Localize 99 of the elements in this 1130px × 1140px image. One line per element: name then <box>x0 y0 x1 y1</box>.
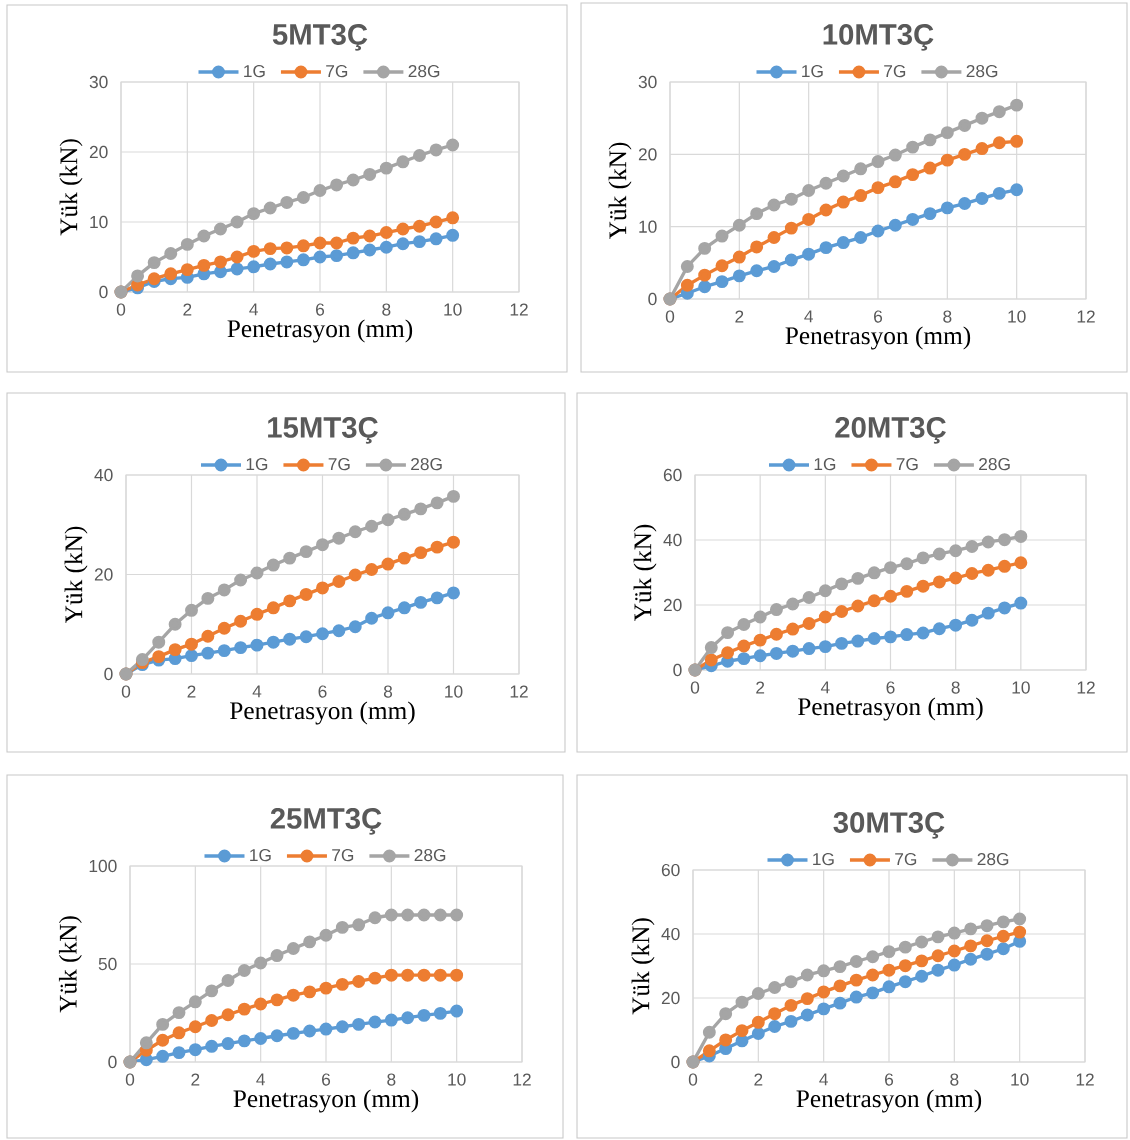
legend-label: 7G <box>328 457 350 471</box>
x-tick-label: 8 <box>951 681 960 694</box>
legend-label: 1G <box>250 848 271 862</box>
y-tick-label: 20 <box>89 145 108 159</box>
x-tick-label: 6 <box>885 1073 894 1086</box>
chart-title: 20MT3Ç <box>835 417 946 444</box>
x-tick-label: 10 <box>1012 681 1030 694</box>
x-tick-label: 0 <box>690 681 700 694</box>
x-tick-label: 0 <box>688 1073 698 1086</box>
legend-label: 28G <box>977 852 1009 866</box>
legend-label: 28G <box>966 64 998 78</box>
x-tick-label: 2 <box>183 303 192 316</box>
y-tick-label: 0 <box>99 285 108 299</box>
legend-label: 7G <box>884 64 906 78</box>
x-axis-title: Penetrasyon (mm) <box>785 326 971 350</box>
x-tick-label: 4 <box>252 685 262 698</box>
chart-title: 5MT3Ç <box>272 24 368 51</box>
x-tick-label: 6 <box>874 310 883 323</box>
y-tick-label: 10 <box>90 215 108 229</box>
y-tick-label: 40 <box>94 468 113 482</box>
y-axis-title: Yük (kN) <box>64 526 88 624</box>
y-tick-label: 20 <box>94 568 113 581</box>
x-tick-label: 6 <box>886 681 895 694</box>
legend-label: 7G <box>896 457 918 471</box>
y-tick-label: 40 <box>661 927 680 941</box>
y-tick-label: 20 <box>638 148 657 161</box>
legend-label: 1G <box>813 852 834 866</box>
y-axis-title: Yük (kN) <box>608 142 632 240</box>
x-tick-label: 12 <box>1077 310 1095 323</box>
x-tick-label: 2 <box>735 310 744 323</box>
y-tick-label: 30 <box>638 75 657 89</box>
x-tick-label: 0 <box>116 303 126 316</box>
x-tick-label: 10 <box>448 1073 466 1086</box>
y-tick-label: 0 <box>671 1055 680 1069</box>
x-tick-label: 0 <box>121 685 131 698</box>
x-tick-label: 2 <box>191 1073 200 1086</box>
x-tick-label: 10 <box>445 685 463 698</box>
x-tick-label: 2 <box>756 681 765 694</box>
legend-label: 7G <box>895 852 917 866</box>
legend-label: 1G <box>814 457 836 471</box>
y-tick-label: 100 <box>89 859 117 873</box>
chart-title: 10MT3Ç <box>823 24 934 51</box>
x-tick-label: 10 <box>1008 310 1026 323</box>
y-tick-label: 30 <box>89 75 108 89</box>
y-tick-label: 50 <box>98 957 117 971</box>
y-tick-label: 0 <box>108 1055 117 1069</box>
x-tick-label: 8 <box>950 1073 959 1086</box>
legend-label: 28G <box>411 457 442 471</box>
y-tick-label: 0 <box>648 292 657 306</box>
x-tick-label: 4 <box>249 303 258 316</box>
legend-label: 7G <box>332 848 354 862</box>
x-tick-label: 8 <box>382 303 391 316</box>
legend-label: 28G <box>408 64 440 78</box>
y-axis-title: Yük (kN) <box>631 918 655 1015</box>
legend-label: 28G <box>414 848 446 862</box>
x-tick-label: 4 <box>256 1073 265 1086</box>
x-tick-label: 6 <box>318 685 327 698</box>
x-axis-title: Penetrasyon (mm) <box>798 697 983 721</box>
y-tick-label: 40 <box>663 533 682 547</box>
legend-label: 1G <box>246 457 268 471</box>
y-tick-label: 10 <box>639 220 657 233</box>
legend-label: 1G <box>802 64 823 78</box>
x-tick-label: 4 <box>820 681 830 694</box>
x-tick-label: 0 <box>125 1073 135 1086</box>
chart-title: 30MT3Ç <box>833 812 945 839</box>
x-axis-title: Penetrasyon (mm) <box>230 701 415 725</box>
y-axis-title: Yük (kN) <box>59 139 83 236</box>
x-tick-label: 12 <box>513 1073 531 1086</box>
x-axis-title: Penetrasyon (mm) <box>796 1089 982 1113</box>
legend-label: 1G <box>244 64 265 78</box>
x-tick-label: 6 <box>316 303 325 316</box>
x-tick-label: 12 <box>510 303 528 316</box>
x-tick-label: 4 <box>804 310 813 323</box>
y-tick-label: 20 <box>663 598 682 612</box>
chart-title: 15MT3Ç <box>268 417 378 444</box>
y-tick-label: 60 <box>663 468 682 482</box>
y-tick-label: 0 <box>673 663 682 677</box>
x-tick-label: 8 <box>383 685 393 698</box>
x-tick-label: 4 <box>819 1073 828 1086</box>
legend-label: 7G <box>326 64 348 78</box>
y-axis-title: Yük (kN) <box>58 916 82 1013</box>
legend-label: 28G <box>979 457 1010 471</box>
x-axis-title: Penetrasyon (mm) <box>233 1089 419 1113</box>
y-tick-label: 0 <box>104 667 113 681</box>
x-tick-label: 12 <box>1077 681 1095 694</box>
x-tick-label: 2 <box>187 685 196 698</box>
chart-title: 25MT3Ç <box>270 808 382 835</box>
x-tick-label: 12 <box>1076 1073 1094 1086</box>
x-tick-label: 8 <box>943 310 952 323</box>
y-tick-label: 60 <box>661 863 680 877</box>
y-axis-title: Yük (kN) <box>633 524 657 622</box>
x-tick-label: 10 <box>444 303 462 316</box>
x-tick-label: 12 <box>510 685 528 698</box>
x-tick-label: 2 <box>754 1073 763 1086</box>
x-tick-label: 10 <box>1011 1073 1029 1086</box>
y-tick-label: 20 <box>661 991 680 1005</box>
x-axis-title: Penetrasyon (mm) <box>227 319 413 343</box>
x-tick-label: 6 <box>322 1073 331 1086</box>
x-tick-label: 8 <box>387 1073 396 1086</box>
